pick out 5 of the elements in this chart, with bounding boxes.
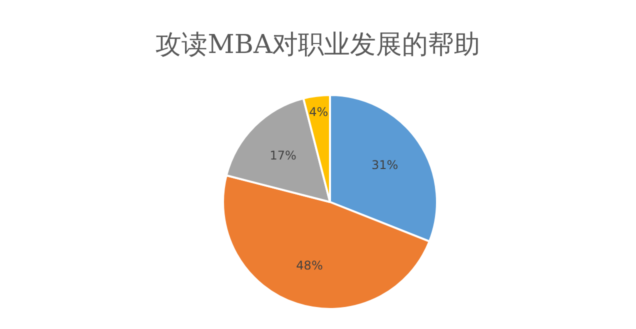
data-label: 4% [309, 104, 328, 119]
data-label: 48% [296, 258, 323, 272]
data-label: 31% [372, 158, 398, 172]
data-label: 17% [270, 148, 296, 162]
chart-title: 攻读MBA对职业发展的帮助 [156, 30, 480, 60]
